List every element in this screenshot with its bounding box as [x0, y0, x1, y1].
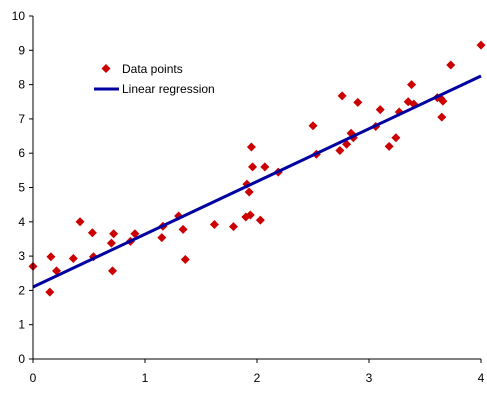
- data-point: [407, 80, 417, 90]
- tick-labels-layer: 0 1 2 3 4 5 6 7 8 9 10 0 1 2 3 4: [12, 9, 485, 385]
- y-tick-label: 6: [18, 146, 25, 160]
- data-point: [438, 96, 448, 106]
- data-point: [109, 229, 119, 239]
- data-point: [446, 60, 456, 70]
- data-point: [375, 105, 385, 115]
- data-point: [45, 287, 55, 297]
- data-point: [337, 91, 347, 101]
- y-tick-label: 7: [18, 112, 25, 126]
- y-tick-label: 9: [18, 43, 25, 57]
- data-point: [476, 40, 486, 50]
- data-point: [87, 228, 97, 238]
- y-tick-label: 5: [18, 181, 25, 195]
- data-point: [437, 112, 447, 122]
- data-point: [260, 162, 270, 172]
- data-point: [75, 217, 85, 227]
- legend-label-data-points: Data points: [122, 62, 183, 76]
- y-tick-label: 1: [18, 318, 25, 332]
- legend-label-linear-regression: Linear regression: [122, 82, 215, 96]
- y-tick-label: 4: [18, 215, 25, 229]
- data-point: [228, 222, 238, 232]
- legend: Data points Linear regression: [88, 56, 226, 102]
- data-point: [68, 254, 78, 264]
- data-point: [130, 229, 140, 239]
- data-point: [106, 238, 116, 248]
- data-point: [384, 141, 394, 151]
- data-point: [255, 215, 265, 225]
- data-point: [248, 162, 258, 172]
- data-point: [308, 121, 318, 131]
- y-tick-label: 8: [18, 78, 25, 92]
- data-point: [52, 266, 62, 276]
- data-point: [246, 142, 256, 152]
- data-point: [335, 145, 345, 155]
- legend-box: [88, 56, 226, 102]
- x-tick-label: 4: [478, 371, 485, 385]
- data-point: [180, 255, 190, 265]
- regression-line-layer: [32, 74, 482, 289]
- data-point: [353, 97, 363, 107]
- regression-line: [32, 74, 482, 289]
- data-point: [245, 210, 255, 220]
- y-tick-label: 10: [12, 9, 26, 23]
- data-point: [209, 220, 219, 230]
- axes-layer: [29, 15, 482, 363]
- x-tick-label: 3: [366, 371, 373, 385]
- data-point: [391, 133, 401, 143]
- x-tick-label: 2: [254, 371, 261, 385]
- data-point: [244, 187, 254, 197]
- data-point: [342, 139, 352, 149]
- legend-marker-diamond: [101, 64, 111, 73]
- data-point: [178, 224, 188, 234]
- x-tick-label: 1: [142, 371, 149, 385]
- data-point: [108, 266, 118, 276]
- y-tick-label: 3: [18, 249, 25, 263]
- data-point: [46, 252, 56, 262]
- data-point: [157, 233, 167, 243]
- y-tick-label: 0: [18, 352, 25, 366]
- y-tick-label: 2: [18, 283, 25, 297]
- x-tick-label: 0: [30, 371, 37, 385]
